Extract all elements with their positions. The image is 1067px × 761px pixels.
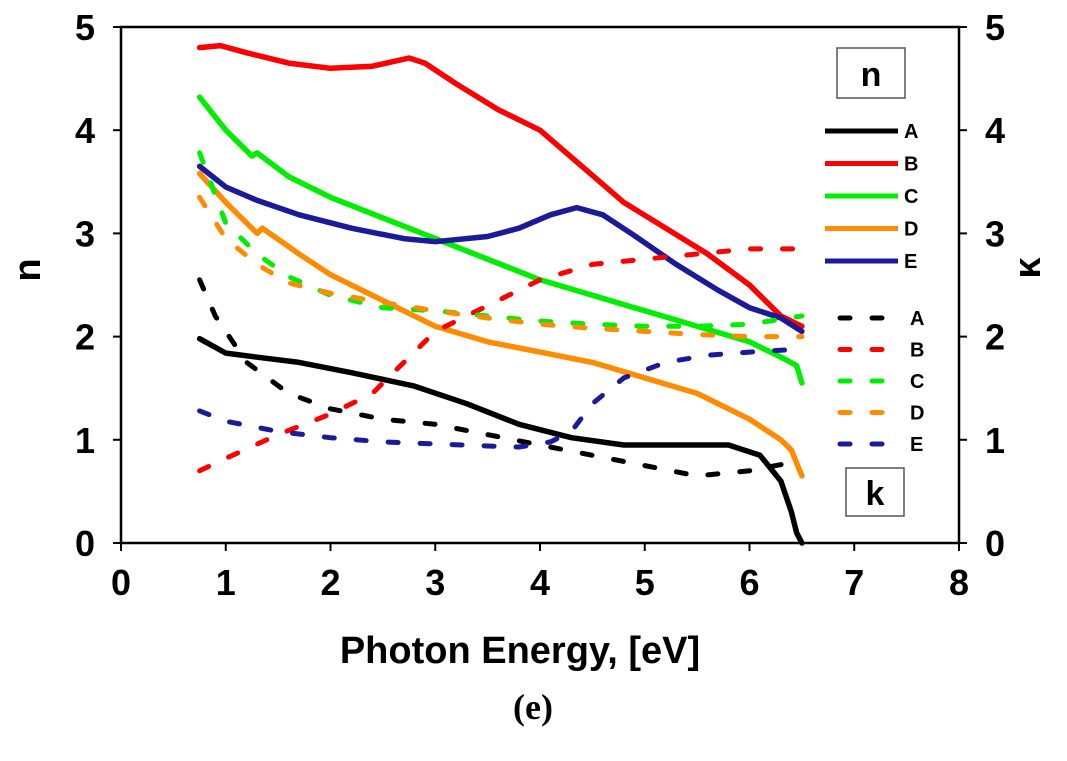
x-tick-label: 4	[530, 562, 550, 603]
y-right-tick-label: 2	[985, 317, 1005, 358]
x-tick-label: 1	[216, 562, 236, 603]
series-n-e	[196, 163, 805, 335]
x-tick-label: 3	[425, 562, 445, 603]
y-right-tick-label: 3	[985, 213, 1005, 254]
y-left-tick-label: 1	[75, 420, 95, 461]
series-layer	[196, 42, 805, 546]
legend-k-label-e: E	[910, 434, 923, 456]
k-annotation-text: k	[866, 475, 885, 513]
legend-k-label-b: B	[910, 340, 924, 362]
legend-n-label-c: C	[904, 186, 918, 208]
series-n-a	[196, 335, 805, 546]
k-annotation-box	[845, 467, 905, 517]
series-n-d	[196, 170, 805, 479]
series-n-b	[196, 42, 805, 330]
y-axis-title-right: κ	[1007, 257, 1049, 279]
legend-n-label-d: D	[904, 219, 918, 241]
n-annotation-text: n	[861, 56, 882, 94]
plot-frame	[119, 25, 961, 545]
y-right-tick-label: 0	[985, 523, 1005, 564]
legend-n-label-b: B	[904, 154, 918, 176]
y-right-tick-label: 4	[985, 110, 1005, 151]
y-right-tick-label: 1	[985, 420, 1005, 461]
legend-n-label-a: A	[904, 121, 918, 143]
y-left-tick-label: 4	[75, 110, 95, 151]
legend-k-label-a: A	[910, 308, 924, 330]
legend-n-label-e: E	[904, 251, 917, 273]
series-n-c	[196, 94, 805, 386]
x-axis-title: Photon Energy, [eV]	[340, 630, 700, 672]
x-tick-label: 6	[739, 562, 759, 603]
x-tick-label: 5	[635, 562, 655, 603]
series-k-b	[197, 246, 805, 474]
series-k-e	[197, 346, 805, 450]
x-tick-label: 0	[111, 562, 131, 603]
series-k-a	[197, 277, 805, 479]
y-left-tick-label: 0	[75, 523, 95, 564]
x-tick-label: 2	[320, 562, 340, 603]
n-annotation-box	[836, 47, 906, 99]
y-left-tick-label: 5	[75, 7, 95, 48]
y-left-tick-label: 2	[75, 317, 95, 358]
figure-caption: (e)	[513, 687, 553, 727]
y-axis-title-left: n	[7, 258, 49, 281]
legend-k-label-d: D	[910, 403, 924, 425]
series-k-d	[197, 194, 805, 340]
x-tick-label: 8	[949, 562, 969, 603]
y-right-tick-label: 5	[985, 7, 1005, 48]
y-left-tick-label: 3	[75, 213, 95, 254]
x-tick-label: 7	[844, 562, 864, 603]
legend-k-label-c: C	[910, 371, 924, 393]
